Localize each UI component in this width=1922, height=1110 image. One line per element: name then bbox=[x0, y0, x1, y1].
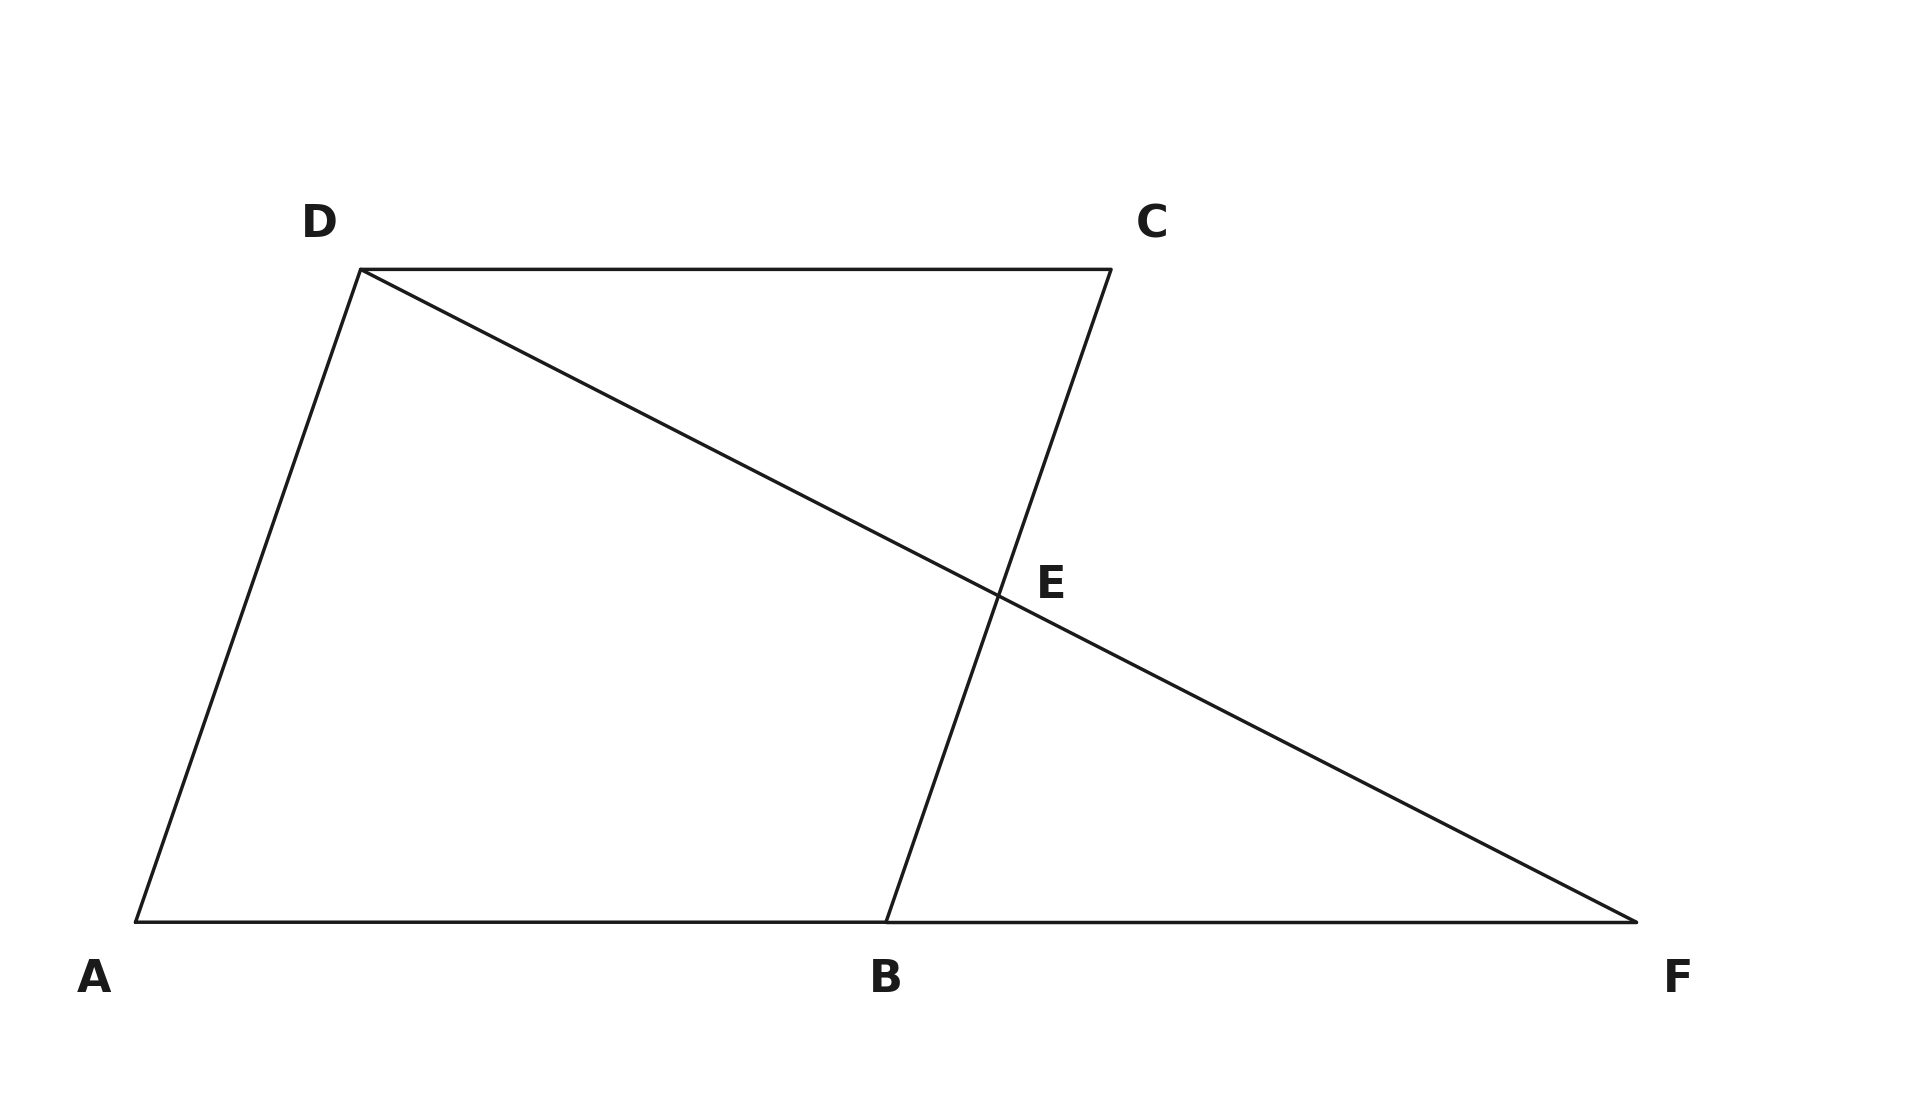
Text: F: F bbox=[1663, 958, 1693, 1001]
Text: A: A bbox=[77, 958, 111, 1001]
Text: E: E bbox=[1036, 564, 1067, 607]
Text: C: C bbox=[1136, 203, 1169, 246]
Text: B: B bbox=[869, 958, 903, 1001]
Text: D: D bbox=[302, 203, 338, 246]
